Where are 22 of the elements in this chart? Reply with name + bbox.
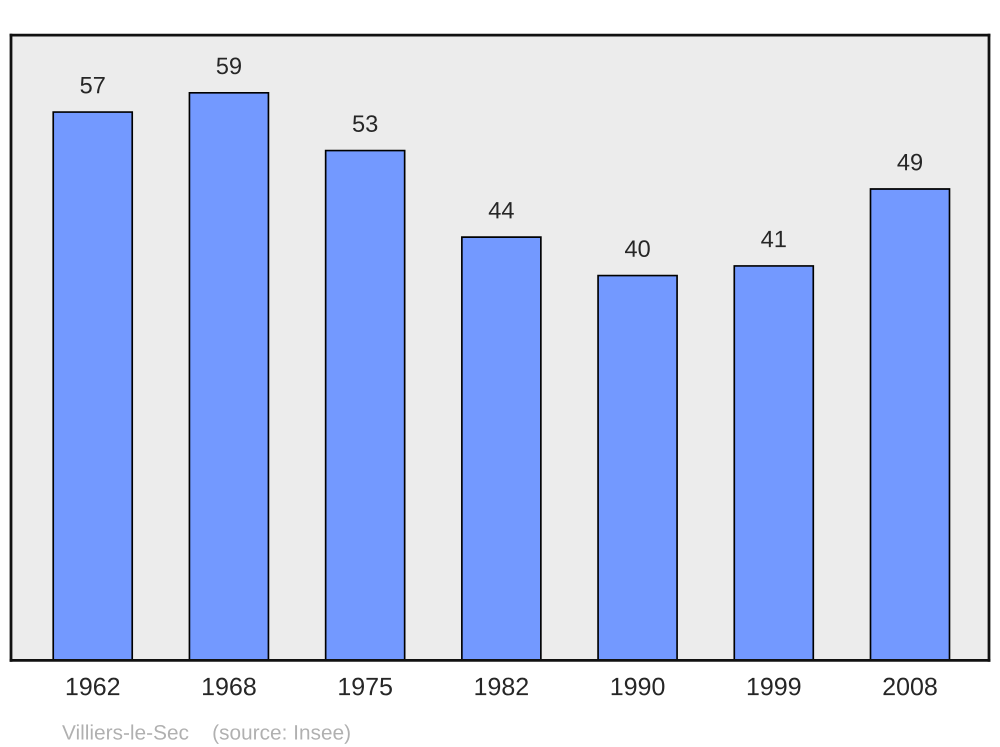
text: Villiers-le-Sec (source: Insee) xyxy=(62,724,350,744)
x-tick-label: 1990 xyxy=(612,678,664,696)
x-tick-label: 1982 xyxy=(475,678,528,696)
x-tick-label: 1962 xyxy=(66,678,120,696)
x-tick-label: 1975 xyxy=(339,678,392,696)
data-label: 40 xyxy=(624,240,650,258)
x-tick-label: 1968 xyxy=(203,678,256,696)
data-label: 49 xyxy=(897,154,922,170)
bar xyxy=(324,150,406,660)
data-label: 57 xyxy=(80,77,105,94)
data-label: 53 xyxy=(352,115,378,132)
bar xyxy=(188,92,270,660)
data-label: 41 xyxy=(761,230,786,248)
x-tick-label: 2008 xyxy=(883,678,937,696)
x-tick-label: 1999 xyxy=(748,678,800,696)
bar xyxy=(733,265,814,660)
bar xyxy=(870,188,950,660)
bar xyxy=(461,236,542,660)
bar xyxy=(597,274,678,660)
data-label: 44 xyxy=(488,202,514,218)
data-label: 59 xyxy=(216,58,241,74)
bar xyxy=(52,111,134,660)
